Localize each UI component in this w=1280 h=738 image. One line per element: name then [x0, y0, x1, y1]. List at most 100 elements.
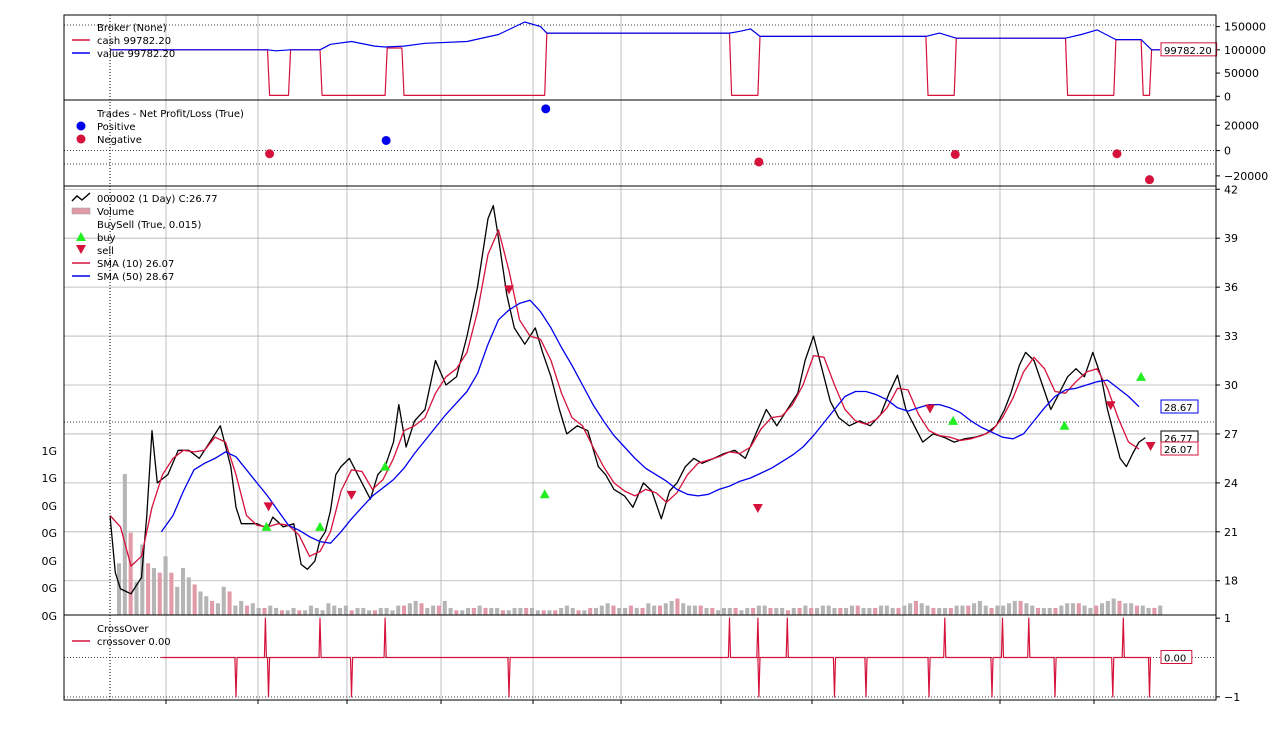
volume-tick-label: 0G	[41, 610, 57, 623]
volume-bar	[384, 607, 389, 615]
volume-bar	[681, 603, 686, 615]
crossover-line	[161, 617, 1152, 698]
volume-bar	[221, 586, 226, 615]
volume-bar	[244, 605, 250, 615]
y-tick-label: 33	[1224, 330, 1238, 343]
volume-bar	[215, 603, 220, 615]
volume-tick-label: 1G	[41, 445, 57, 458]
volume-bar	[791, 607, 796, 615]
volume-bar	[582, 610, 587, 615]
sma50-line	[160, 299, 1140, 544]
volume-bar	[355, 607, 360, 615]
volume-bar	[1041, 607, 1046, 615]
volume-bar	[163, 556, 168, 615]
volume-bar	[471, 607, 476, 615]
volume-bar	[803, 605, 808, 615]
y-axis: −1 1	[1216, 612, 1240, 704]
volume-bar	[1088, 607, 1093, 615]
volume-bar	[1059, 605, 1064, 615]
volume-bar	[151, 568, 156, 615]
buy-marker	[948, 415, 959, 425]
volume-bar	[1082, 605, 1087, 615]
volume-bar	[1152, 607, 1157, 615]
legend-dot	[76, 121, 86, 131]
legend-label: Trades - Net Profit/Loss (True)	[96, 109, 244, 120]
volume-bar	[576, 610, 581, 615]
volume-bar	[873, 607, 878, 615]
volume-bar	[762, 605, 767, 615]
volume-bar	[785, 610, 790, 615]
volume-tick-label: 1G	[41, 472, 57, 485]
legend-label: SMA (10) 26.07	[97, 259, 174, 270]
volume-bar	[1018, 600, 1023, 615]
volume-tick-label: 0G	[41, 555, 57, 568]
buy-marker	[1136, 371, 1147, 381]
volume-bar	[925, 605, 930, 615]
y-tick-label: 42	[1224, 183, 1238, 196]
panel-border	[63, 185, 1217, 616]
volume-bar	[948, 607, 953, 615]
volume-bar	[1146, 607, 1151, 615]
volume-bar	[1105, 600, 1110, 615]
volume-bar	[169, 572, 174, 615]
y-tick-label: −1	[1224, 691, 1240, 704]
volume-bar	[396, 605, 401, 615]
y-tick-label: −20000	[1224, 170, 1268, 183]
volume-bar	[716, 610, 721, 615]
y-tick-label: 30	[1224, 379, 1238, 392]
value-badge-box	[1160, 399, 1199, 414]
volume-bar	[844, 607, 849, 615]
volume-bar	[797, 607, 802, 615]
volume-bar	[117, 563, 122, 615]
volume-bar	[256, 607, 261, 615]
volume-bar	[180, 568, 186, 615]
volume-bar	[710, 607, 715, 615]
volume-bar	[884, 605, 889, 615]
volume-bar	[239, 600, 244, 615]
volume-bar	[751, 607, 756, 615]
volume-bar	[500, 610, 505, 615]
negative-trade-point	[1145, 175, 1154, 185]
volume-bar	[326, 603, 331, 615]
volume-bars	[117, 474, 1163, 615]
y-tick-label: 0	[1224, 145, 1231, 158]
volume-bar	[838, 607, 843, 615]
volume-bar	[431, 605, 436, 615]
volume-bar	[774, 607, 779, 615]
value-badge-box	[1160, 650, 1193, 664]
volume-bar	[454, 610, 459, 615]
volume-bar	[128, 532, 133, 615]
volume-bar	[977, 600, 982, 615]
volume-bar	[657, 605, 663, 615]
volume-bar	[279, 610, 284, 615]
broker-series	[64, 21, 1216, 97]
negative-trade-point	[1112, 149, 1122, 159]
volume-bar	[407, 603, 412, 615]
y-tick-label: 20000	[1224, 119, 1259, 132]
sma10-line	[109, 229, 1140, 567]
volume-bar	[739, 610, 744, 615]
sell-marker	[1105, 401, 1116, 411]
volume-bar	[1036, 607, 1041, 615]
legend-price-swatch	[71, 192, 91, 202]
volume-bar	[937, 607, 942, 615]
volume-bar	[692, 605, 697, 615]
legend: Broker (None) cash 99782.20 value 99782.20	[72, 23, 175, 60]
sell-marker	[925, 404, 936, 414]
volume-bar	[419, 603, 424, 615]
volume-bar	[291, 607, 296, 615]
volume-bar	[466, 607, 471, 615]
y-tick-label: 27	[1224, 428, 1238, 441]
volume-bar	[140, 544, 145, 615]
volume-bar	[541, 610, 546, 615]
value-badge-text: 26.07	[1164, 445, 1193, 456]
y-tick-label: 0	[1224, 90, 1231, 103]
volume-bar	[367, 610, 372, 615]
volume-bar	[593, 607, 599, 615]
volume-bar	[727, 607, 732, 615]
volume-bar	[867, 607, 872, 615]
volume-tick-label: 0G	[41, 500, 57, 513]
volume-bar	[483, 607, 488, 615]
legend: CrossOver crossover 0.00	[72, 624, 171, 648]
volume-bar	[1129, 603, 1134, 615]
